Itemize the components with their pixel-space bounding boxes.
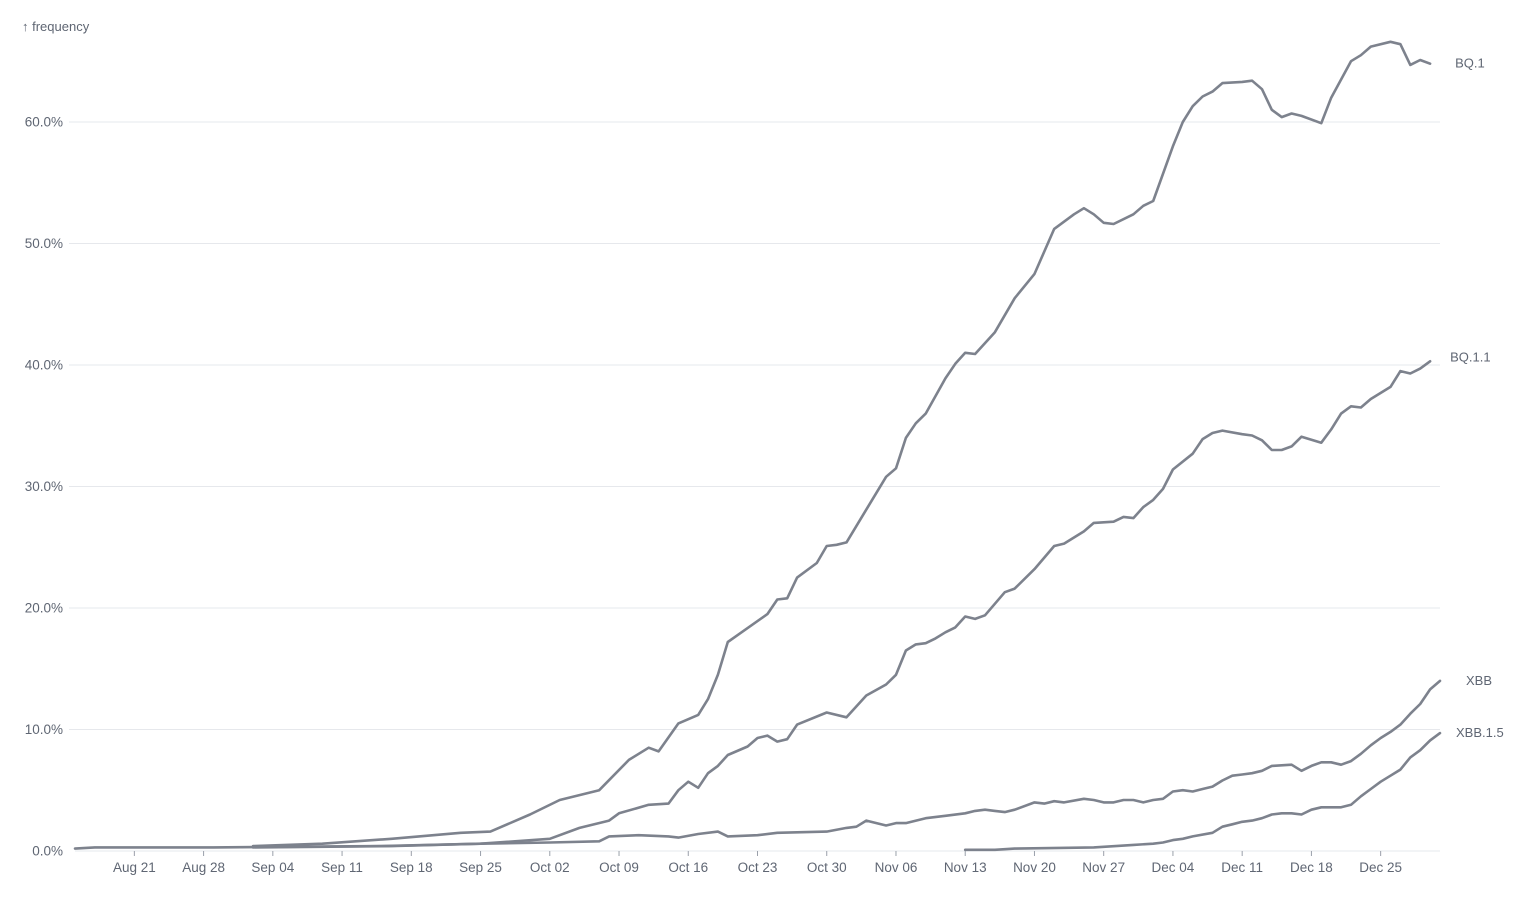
series-line-bq-1 bbox=[251, 40, 1432, 848]
series-line-xbb bbox=[73, 679, 1442, 850]
y-tick-label: 40.0% bbox=[25, 357, 63, 372]
series-label-xbb-1-5: XBB.1.5 bbox=[1456, 725, 1504, 740]
y-tick-label: 50.0% bbox=[25, 236, 63, 251]
x-tick-label: Sep 18 bbox=[390, 860, 433, 875]
x-tick-label: Sep 25 bbox=[459, 860, 502, 875]
y-tick-label: 20.0% bbox=[25, 600, 63, 615]
x-tick-labels: Aug 21 Aug 28 Sep 04 Sep 11 Sep 18 Sep 25 Oct … bbox=[113, 851, 1402, 875]
y-axis-label: ↑ frequency bbox=[22, 19, 90, 34]
series-lines bbox=[73, 40, 1442, 852]
x-tick-label: Sep 04 bbox=[251, 860, 294, 875]
series-end-labels: BQ.1 BQ.1.1 XBB XBB.1.5 bbox=[1450, 56, 1504, 740]
y-tick-label: 30.0% bbox=[25, 479, 63, 494]
series-label-bq-1-1: BQ.1.1 bbox=[1450, 349, 1490, 364]
x-tick-label: Oct 02 bbox=[530, 860, 570, 875]
series-line-xbb-1-5 bbox=[963, 731, 1442, 852]
series-label-xbb: XBB bbox=[1466, 673, 1492, 688]
x-tick-label: Oct 30 bbox=[807, 860, 847, 875]
x-tick-label: Nov 13 bbox=[944, 860, 987, 875]
series-label-bq-1: BQ.1 bbox=[1455, 56, 1485, 71]
series-line-bq-1-1 bbox=[251, 360, 1432, 849]
x-tick-label: Dec 11 bbox=[1221, 860, 1263, 875]
x-tick-label: Aug 28 bbox=[182, 860, 225, 875]
x-tick-label: Dec 25 bbox=[1359, 860, 1402, 875]
x-tick-label: Aug 21 bbox=[113, 860, 156, 875]
x-tick-label: Dec 04 bbox=[1152, 860, 1195, 875]
y-tick-labels: 0.0% 10.0% 20.0% 30.0% 40.0% 50.0% 60.0% bbox=[25, 114, 63, 858]
x-tick-label: Nov 20 bbox=[1013, 860, 1056, 875]
y-tick-label: 0.0% bbox=[32, 844, 63, 859]
y-tick-label: 10.0% bbox=[25, 722, 63, 737]
x-tick-label: Nov 27 bbox=[1082, 860, 1125, 875]
x-tick-label: Oct 23 bbox=[738, 860, 778, 875]
grid-layer bbox=[69, 121, 1440, 852]
y-tick-label: 60.0% bbox=[25, 114, 63, 129]
x-tick-label: Sep 11 bbox=[321, 860, 363, 875]
x-tick-label: Nov 06 bbox=[875, 860, 918, 875]
x-tick-label: Dec 18 bbox=[1290, 860, 1333, 875]
x-tick-label: Oct 09 bbox=[599, 860, 639, 875]
x-tick-label: Oct 16 bbox=[668, 860, 708, 875]
